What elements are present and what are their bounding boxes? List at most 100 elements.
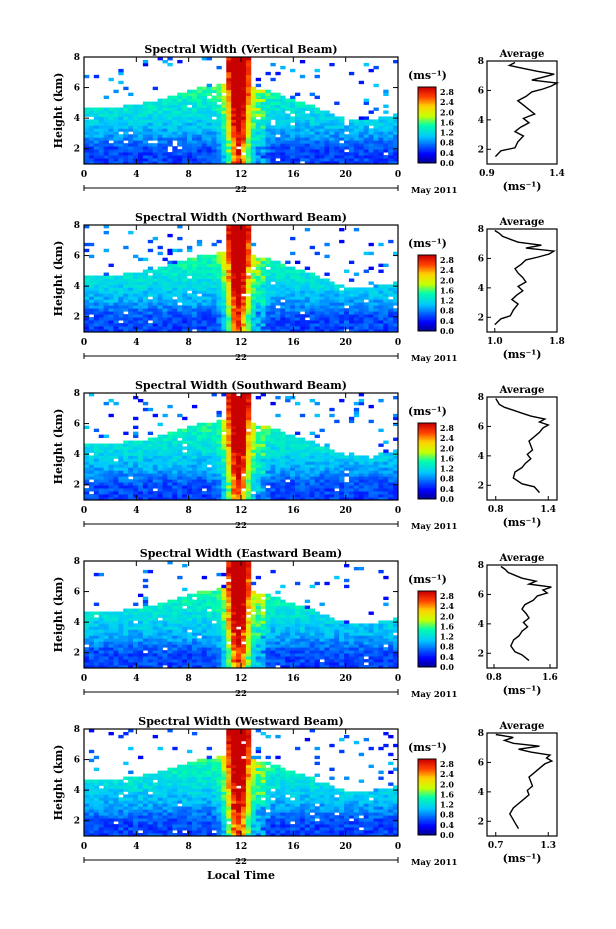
heatmap-cell (245, 395, 252, 400)
heatmap-cell (285, 488, 291, 492)
heatmap-cell (123, 302, 129, 306)
heatmap-cell (201, 437, 208, 441)
heatmap-cell (265, 425, 271, 430)
heatmap-cell (182, 473, 188, 477)
heatmap-cell (118, 665, 124, 669)
heatmap-cell (280, 464, 286, 468)
heatmap-cell (226, 323, 232, 327)
heatmap-cell (162, 662, 168, 666)
heatmap-cell (388, 143, 394, 147)
heatmap-cell (137, 125, 144, 129)
heatmap-cell (162, 482, 168, 486)
heatmap-cell (250, 263, 257, 268)
heatmap-cell (319, 320, 325, 324)
heatmap-cell (162, 446, 168, 450)
heatmap-cell (211, 476, 217, 480)
heatmap-cell (319, 128, 325, 132)
heatmap-cell (290, 494, 296, 498)
heatmap-cell (206, 92, 212, 97)
heatmap-cell (187, 455, 193, 459)
heatmap-cell (280, 95, 286, 100)
heatmap-cell (231, 443, 237, 447)
heatmap-cell (294, 296, 301, 300)
heatmap-cell (162, 443, 168, 447)
heatmap-cell (270, 434, 276, 438)
heatmap-cell (201, 149, 208, 153)
heatmap-cell (270, 458, 276, 462)
heatmap-cell (319, 497, 325, 501)
heatmap-cell (172, 653, 178, 657)
heatmap-cell (147, 620, 154, 624)
heatmap-cell (196, 128, 203, 132)
heatmap-cell (93, 311, 100, 315)
heatmap-cell (221, 272, 227, 276)
heatmap-cell (88, 125, 95, 129)
heatmap-cell (285, 104, 291, 108)
heatmap-cell (304, 305, 311, 309)
heatmap-cell (236, 407, 242, 412)
heatmap-cell (113, 146, 119, 150)
heatmap-cell (211, 293, 217, 297)
heatmap-cell (147, 491, 154, 495)
heatmap-cell (324, 479, 330, 483)
heatmap-cell (133, 281, 139, 285)
heatmap-cell (393, 326, 399, 330)
heatmap-cell (187, 257, 193, 262)
heatmap-cell (236, 257, 242, 262)
heatmap-cell (113, 161, 119, 165)
heatmap-cell (280, 140, 286, 144)
heatmap-cell (353, 128, 360, 132)
colorbar-segment (418, 470, 436, 473)
heatmap-cell (98, 137, 105, 141)
heatmap-cell (280, 449, 286, 453)
heatmap-cell (187, 305, 193, 309)
heatmap-cell (187, 248, 193, 253)
heatmap-cell (98, 623, 105, 627)
heatmap-cell (358, 461, 365, 465)
heatmap-cell (270, 449, 276, 453)
heatmap-cell (182, 116, 188, 120)
heatmap-cell (128, 122, 134, 126)
heatmap-cell (167, 131, 173, 135)
heatmap-cell (157, 647, 163, 651)
heatmap-cell (88, 662, 95, 666)
heatmap-cell (147, 458, 154, 462)
heatmap-cell (260, 122, 266, 126)
heatmap-cell (133, 290, 139, 294)
heatmap-cell (216, 89, 222, 94)
heatmap-cell (157, 293, 163, 297)
heatmap-cell (182, 122, 188, 126)
heatmap-cell (152, 299, 158, 303)
heatmap-cell (358, 479, 365, 483)
heatmap-cell (187, 449, 193, 453)
heatmap-cell (314, 413, 320, 418)
heatmap-cell (187, 452, 193, 456)
heatmap-cell (187, 98, 193, 102)
heatmap-cell (236, 461, 242, 465)
heatmap-cell (84, 323, 90, 327)
heatmap-cell (142, 308, 149, 312)
heatmap-cell (265, 95, 271, 100)
heatmap-cell (368, 299, 374, 303)
heatmap-cell (285, 440, 291, 444)
heatmap-cell (142, 146, 149, 150)
heatmap-cell (216, 413, 222, 418)
heatmap-cell (378, 131, 384, 135)
heatmap-cell (294, 440, 301, 444)
heatmap-cell (177, 443, 183, 447)
heatmap-cell (226, 128, 232, 132)
heatmap-cell (108, 287, 114, 291)
heatmap-cell (324, 458, 330, 462)
heatmap-cell (226, 269, 232, 273)
heatmap-cell (84, 656, 90, 660)
heatmap-cell (108, 494, 114, 498)
heatmap-cell (118, 110, 124, 114)
heatmap-cell (167, 404, 173, 409)
heatmap-cell (309, 293, 315, 297)
heatmap-cell (152, 467, 158, 471)
heatmap-cell (368, 287, 374, 291)
heatmap-cell (275, 470, 281, 474)
heatmap-cell (314, 158, 320, 162)
heatmap-cell (270, 305, 276, 309)
heatmap-cell (147, 455, 154, 459)
